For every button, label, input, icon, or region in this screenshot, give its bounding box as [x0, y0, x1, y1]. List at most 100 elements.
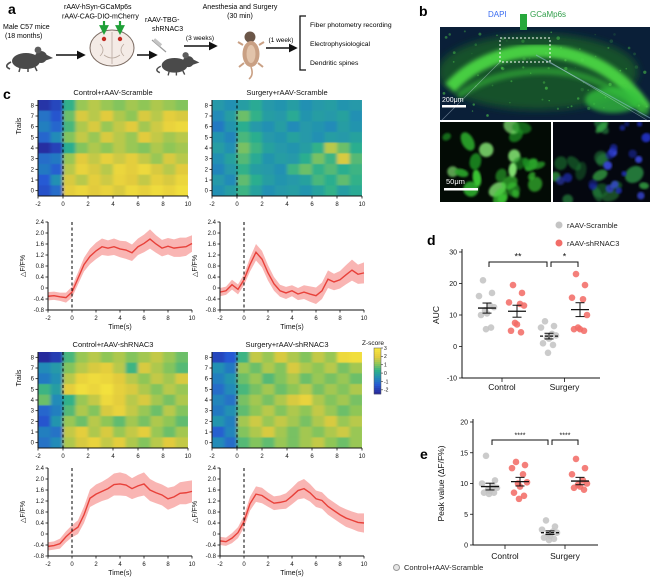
svg-text:Time(s): Time(s) [108, 324, 131, 331]
svg-text:-0.8: -0.8 [206, 554, 217, 560]
svg-text:2: 2 [31, 167, 35, 173]
svg-text:-2: -2 [35, 202, 41, 208]
svg-text:10: 10 [189, 316, 196, 322]
svg-text:8: 8 [166, 562, 170, 568]
svg-text:0: 0 [41, 286, 45, 292]
svg-text:7: 7 [31, 114, 35, 120]
data-point [538, 526, 546, 533]
svg-text:8: 8 [161, 202, 165, 208]
svg-text:0.8: 0.8 [208, 264, 217, 270]
svg-text:4: 4 [111, 454, 115, 460]
svg-text:4: 4 [285, 202, 289, 208]
svg-text:8: 8 [335, 202, 339, 208]
svg-text:4: 4 [118, 562, 122, 568]
panel-f-legend: Control+rAAV-Scramble [393, 563, 483, 572]
error-band [48, 472, 192, 551]
svg-text:10: 10 [361, 316, 368, 322]
svg-text:-2: -2 [384, 388, 389, 394]
svg-text:8: 8 [205, 355, 209, 361]
error-band [220, 244, 364, 304]
gcamp-dapi-merge-image [553, 122, 650, 202]
svg-text:Time(s): Time(s) [280, 570, 303, 577]
svg-text:2: 2 [31, 419, 35, 425]
svg-text:0: 0 [41, 532, 45, 538]
svg-text:5: 5 [205, 387, 209, 393]
svg-text:0.8: 0.8 [36, 510, 45, 516]
svg-text:0.4: 0.4 [208, 521, 217, 527]
virus-label-1: rAAV-hSyn-GCaMp6s [64, 4, 132, 11]
data-point [541, 318, 549, 325]
data-point [570, 484, 578, 492]
error-band [48, 229, 192, 303]
svg-text:4: 4 [31, 146, 35, 152]
heatmap-surgery-scramble: Surgery+rAAV-Scramble 0 1 2 3 4 5 6 7 8 -2 0 2 4 6 8 10 [205, 88, 366, 208]
data-point [545, 536, 553, 544]
sig-bracket [491, 439, 549, 445]
svg-text:0.4: 0.4 [36, 521, 45, 527]
svg-text:8: 8 [338, 316, 342, 322]
svg-text:Surgery: Surgery [550, 382, 581, 392]
svg-text:0: 0 [205, 441, 209, 447]
svg-text:6: 6 [310, 202, 314, 208]
svg-text:-0.4: -0.4 [34, 297, 45, 303]
svg-text:****: **** [560, 433, 571, 440]
svg-text:AUC: AUC [431, 306, 441, 324]
data-point [510, 489, 518, 497]
data-point [515, 495, 523, 503]
svg-text:8: 8 [166, 316, 170, 322]
sig-bracket [488, 261, 548, 267]
svg-text:-0.4: -0.4 [34, 543, 45, 549]
svg-text:Control: Control [488, 382, 516, 392]
svg-text:20: 20 [460, 420, 468, 427]
svg-text:0: 0 [213, 532, 217, 538]
svg-text:2: 2 [260, 202, 264, 208]
svg-text:2.0: 2.0 [208, 477, 217, 483]
virus-label-2: rAAV-CAG-DIO-mCherry [62, 14, 139, 21]
svg-text:7: 7 [205, 114, 209, 120]
svg-text:-0.4: -0.4 [206, 297, 217, 303]
data-point [490, 303, 498, 311]
subject-label-2: (18 months) [5, 33, 42, 40]
svg-text:2: 2 [86, 454, 90, 460]
svg-text:Control+rAAV-Scramble: Control+rAAV-Scramble [73, 88, 152, 97]
open-circle-icon [393, 564, 400, 571]
svg-text:4: 4 [290, 562, 294, 568]
data-point [512, 458, 520, 466]
data-point [579, 295, 587, 303]
svg-text:0: 0 [242, 562, 246, 568]
heatmap-cells [212, 352, 362, 448]
error-band [220, 479, 364, 546]
data-point [521, 461, 529, 469]
svg-text:-0.8: -0.8 [206, 308, 217, 314]
svg-text:Surgery+rAAV-shRNAC3: Surgery+rAAV-shRNAC3 [245, 340, 328, 349]
svg-text:rAAV-shRNAC3: rAAV-shRNAC3 [567, 239, 619, 248]
svg-text:0: 0 [31, 189, 35, 195]
data-point [537, 324, 545, 331]
data-point [520, 492, 528, 500]
svg-text:6: 6 [142, 562, 146, 568]
panel-label-e: e [420, 446, 428, 462]
svg-text:6: 6 [136, 454, 140, 460]
subject-label-1: Male C57 mice [3, 24, 50, 31]
svg-text:4: 4 [111, 202, 115, 208]
svg-text:6: 6 [31, 377, 35, 383]
svg-text:6: 6 [314, 562, 318, 568]
svg-text:△F/F%: △F/F% [192, 255, 199, 277]
svg-text:5: 5 [464, 512, 468, 519]
data-point [570, 325, 578, 333]
svg-text:8: 8 [31, 103, 35, 109]
svg-text:2: 2 [205, 167, 209, 173]
svg-text:△F/F%: △F/F% [20, 501, 27, 523]
svg-text:2.4: 2.4 [36, 220, 45, 226]
heatmap-cells [38, 352, 188, 448]
svg-text:-2: -2 [209, 454, 215, 460]
svg-text:4: 4 [118, 316, 122, 322]
svg-text:**: ** [514, 252, 522, 262]
svg-text:15: 15 [460, 450, 468, 457]
svg-text:4: 4 [205, 146, 209, 152]
svg-text:2: 2 [260, 454, 264, 460]
data-point [550, 322, 558, 330]
panel-a-schematic: rAAV-hSyn-GCaMp6s rAAV-CAG-DIO-mCherry A… [3, 4, 392, 80]
data-point [581, 464, 589, 472]
